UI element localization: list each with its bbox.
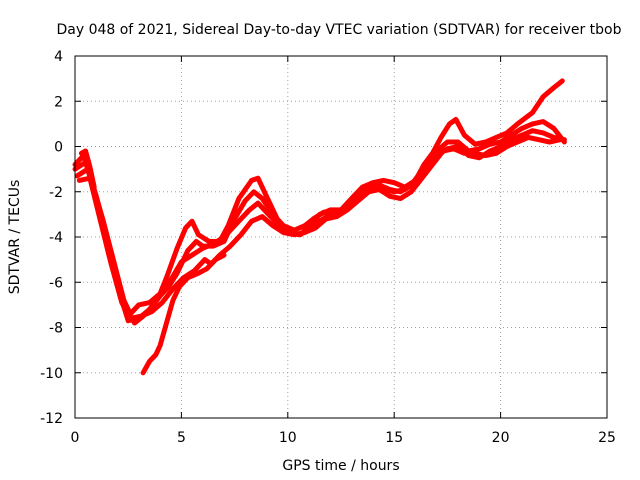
- y-tick-label: -12: [40, 411, 63, 427]
- y-tick-label: 4: [54, 49, 63, 65]
- x-tick-label: 10: [279, 430, 297, 446]
- y-tick-label: -10: [40, 366, 63, 382]
- y-axis-label: SDTVAR / TECUs: [7, 180, 23, 295]
- y-tick-label: -6: [49, 275, 63, 291]
- data-series-group: [72, 78, 567, 376]
- x-tick-label: 25: [598, 430, 616, 446]
- chart-title: Day 048 of 2021, Sidereal Day-to-day VTE…: [56, 22, 621, 38]
- grid: [75, 56, 607, 418]
- y-tick-label: 0: [54, 140, 63, 156]
- x-axis-label: GPS time / hours: [282, 458, 399, 474]
- x-tick-labels: 0 5 10 15 20 25: [71, 430, 616, 446]
- axis-ticks: [74, 55, 608, 419]
- x-tick-label: 15: [385, 430, 403, 446]
- x-tick-label: 0: [71, 430, 80, 446]
- y-tick-label: 2: [54, 94, 63, 110]
- y-tick-labels: -12 -10 -8 -6 -4 -2 0 2 4: [40, 49, 63, 427]
- data-series-4: [76, 134, 563, 321]
- y-tick-label: -4: [49, 230, 63, 246]
- data-series-6: [78, 148, 97, 190]
- data-series-5: [140, 252, 227, 376]
- y-tick-label: -2: [49, 185, 63, 201]
- x-tick-label: 5: [177, 430, 186, 446]
- x-tick-label: 20: [492, 430, 510, 446]
- data-series-1: [72, 78, 565, 317]
- y-tick-label: -8: [49, 321, 63, 337]
